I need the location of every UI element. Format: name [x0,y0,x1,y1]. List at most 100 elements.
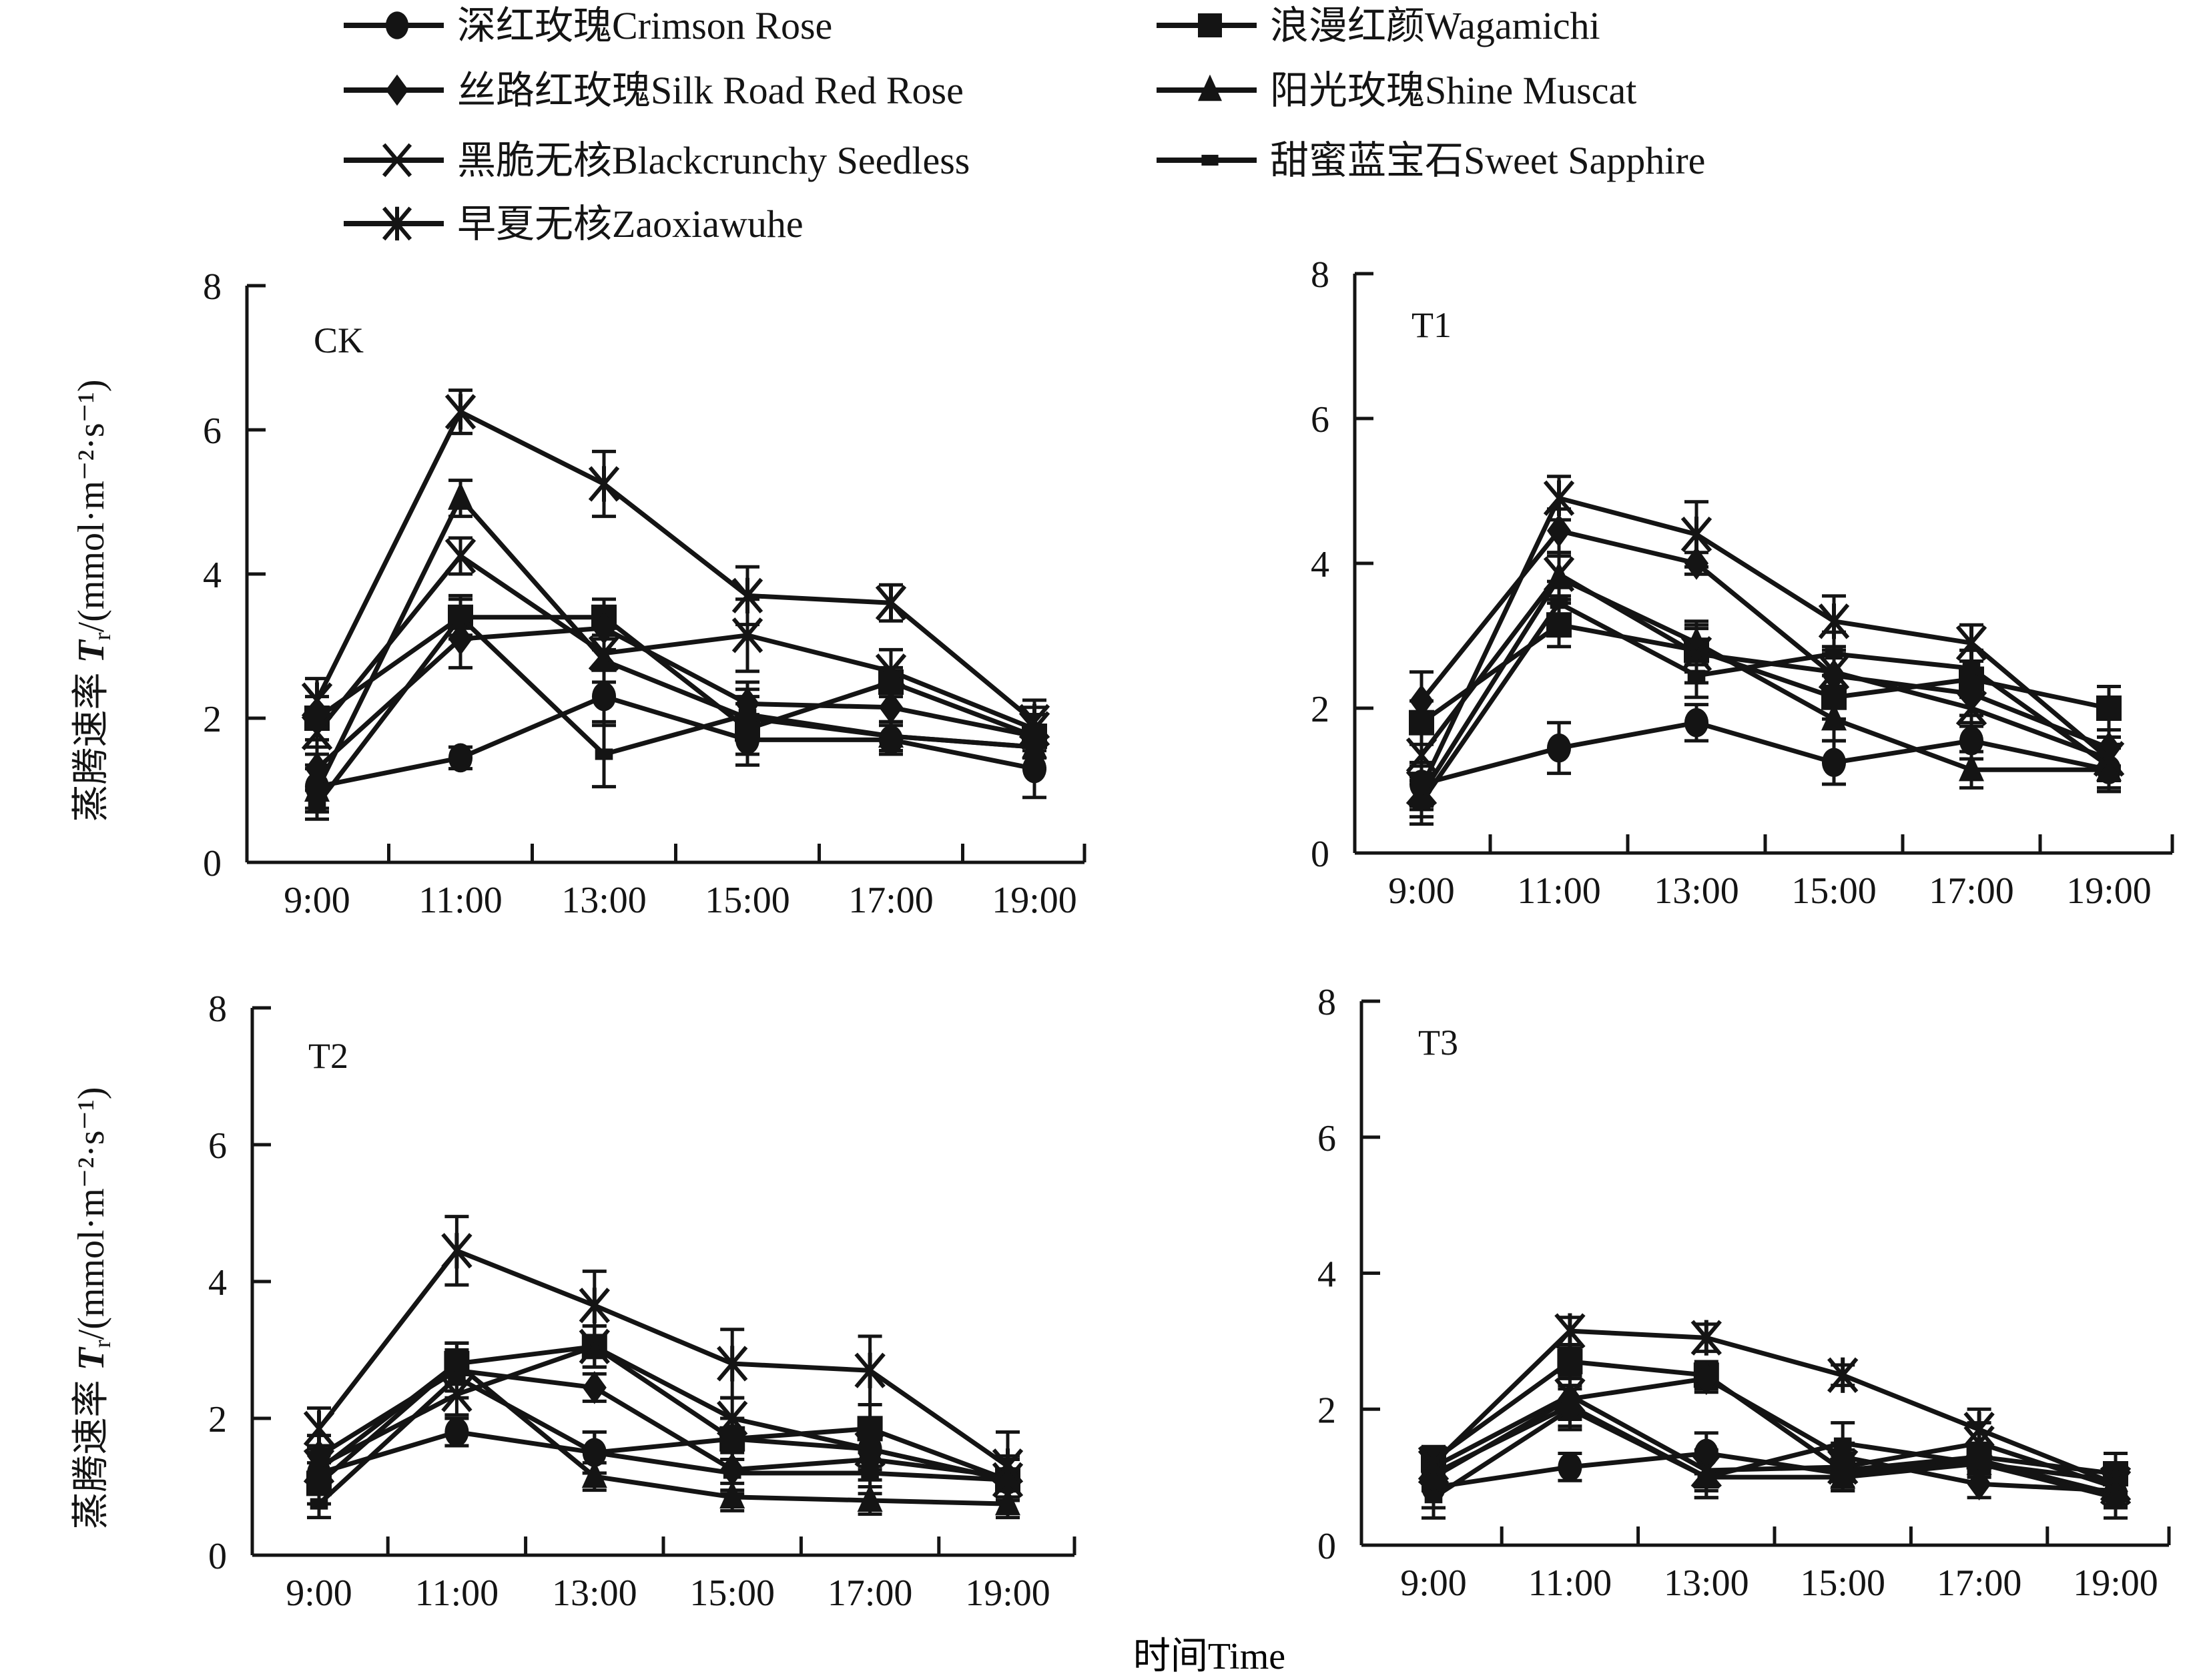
y-tick-label: 6 [208,1125,227,1167]
data-point [579,1288,610,1324]
data-point [1825,648,1843,660]
x-tick-label: 15:00 [689,1573,775,1614]
y-tick-label: 8 [208,989,227,1030]
data-point [1959,726,1984,756]
data-point [882,730,900,742]
x-tick-label: 13:00 [1664,1563,1749,1604]
series-line [318,1368,1008,1479]
x-tick-label: 11:00 [415,1573,499,1614]
data-point [854,1431,886,1467]
y-tick-label: 6 [1311,399,1329,441]
x-tick-label: 15:00 [1791,870,1877,912]
data-point [595,748,613,760]
data-point [2093,741,2125,777]
panel-ck: 0 2 4 6 8 9:00 11:00 13:00 15:00 17:00 19:00 CK 蒸腾速率… [71,266,1086,921]
data-point [310,1498,328,1510]
x-tick-label: 15:00 [1800,1563,1885,1604]
y-tick-label: 8 [1317,982,1336,1023]
legend-item-crimson-rose: 深红玫瑰Crimson Rose [344,4,832,47]
x-tick-label: 11:00 [1528,1563,1612,1604]
data-point [1546,733,1572,763]
legend-label: 阳光玫瑰Shine Muscat [1270,69,1636,112]
y-tick-label: 6 [203,410,222,452]
series-line [1432,1328,2117,1486]
data-point [1558,1452,1582,1482]
x-tick-label: 9:00 [284,880,350,921]
y-tick-label: 2 [1311,689,1329,730]
x-tick-label: 17:00 [848,880,934,921]
data-point [1550,597,1568,609]
data-point [1690,1320,1722,1356]
data-point [1543,480,1575,516]
data-point [2100,1466,2132,1502]
series-line [1432,1406,2116,1500]
data-point [1018,704,1050,740]
legend-label: 深红玫瑰Crimson Rose [457,4,832,47]
y-axis-title-symbol: T [71,639,112,663]
legend-item-shine-muscat: 阳光玫瑰Shine Muscat [1157,69,1636,112]
y-tick-label: 8 [1311,254,1329,296]
panel-title: CK [314,320,364,360]
series-line [317,1361,1008,1506]
data-point [444,394,477,430]
data-point [1959,753,1984,782]
series-asterisk [1405,475,2125,812]
series-triangle [1421,1384,2128,1500]
data-point [448,481,473,510]
legend-marker-square-icon [1198,13,1222,37]
data-point [1557,1348,1583,1374]
y-axis-title: 蒸腾速率 Tr/(mmol·m⁻²·s⁻¹) [71,1087,115,1529]
data-point [1955,690,1987,726]
series-line [314,409,1036,724]
panel-title: T3 [1418,1023,1458,1063]
y-axis-title-subscript: r [89,1340,115,1348]
data-point [1697,1471,1716,1483]
series-line [1420,528,2110,750]
series-dash [307,1355,1020,1520]
x-tick-label: 19:00 [2066,870,2152,912]
y-tick-label: 4 [208,1262,227,1304]
data-point [1417,1446,1450,1482]
data-point [588,466,620,502]
series-asterisk [1417,1313,2132,1506]
x-tick-label: 9:00 [1400,1563,1467,1604]
data-point [582,1371,607,1404]
series-line [315,625,1035,771]
legend-marker-x-icon [382,143,412,178]
data-point [303,1410,335,1447]
data-point [591,681,617,712]
series-line [1432,1359,2116,1476]
x-tick-label: 15:00 [705,880,790,921]
data-point [1543,556,1575,592]
panel-t1: 0 2 4 6 8 9:00 11:00 13:00 15:00 17:00 19:00 T1 [1311,254,2174,912]
y-tick-label: 0 [208,1536,227,1577]
y-tick-label: 2 [208,1399,227,1440]
legend-marker-diamond-icon [385,74,409,106]
x-tick-label: 13:00 [561,880,647,921]
data-point [717,1400,748,1436]
data-point [1827,1357,1859,1393]
y-tick-label: 0 [1311,834,1329,875]
data-point [1821,748,1847,778]
data-point [1546,514,1572,547]
legend-label: 黑脆无核Blackcrunchy Seedless [457,139,970,182]
data-point [717,1346,748,1382]
y-tick-label: 0 [203,843,222,884]
series-line [315,615,1035,806]
x-tick-label: 19:00 [992,880,1077,921]
panel-title: T1 [1411,305,1452,345]
y-axis-title: 蒸腾速率 Tr/(mmol·m⁻²·s⁻¹) [71,379,115,822]
x-tick-label: 17:00 [828,1573,913,1614]
legend-label: 丝路红玫瑰Silk Road Red Rose [457,69,964,112]
series-x [301,536,1050,756]
legend-item-wagamichi: 浪漫红颜Wagamichi [1157,4,1600,47]
data-point [444,538,477,574]
data-point [441,1233,472,1269]
x-tick-label: 9:00 [1388,870,1455,912]
y-tick-label: 6 [1317,1118,1336,1159]
series-line [316,694,1035,790]
y-tick-label: 8 [203,266,222,308]
y-axis-title-cn: 蒸腾速率 [71,1371,112,1530]
data-point [1963,1412,1995,1448]
legend-marker-dash-icon [1201,154,1219,166]
